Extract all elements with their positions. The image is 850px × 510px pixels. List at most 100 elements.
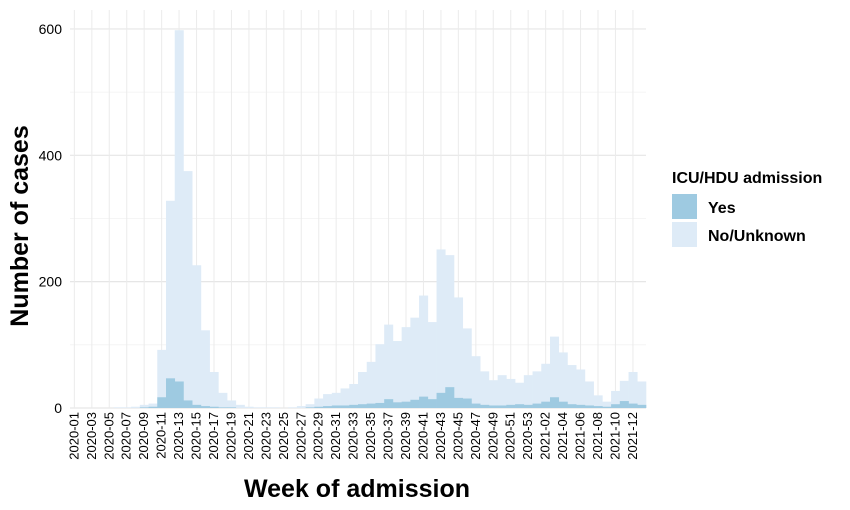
bar-no-unknown-2020-18: [218, 392, 228, 408]
bar-yes-2020-47: [471, 403, 481, 408]
x-tick-label: 2020-47: [468, 412, 483, 460]
bar-no-unknown-2020-37: [384, 324, 394, 408]
bar-no-unknown-2020-34: [358, 371, 368, 408]
bar-yes-2021-09: [602, 406, 612, 408]
bar-no-unknown-2020-27: [296, 406, 306, 408]
bar-yes-2020-33: [349, 404, 359, 408]
bar-no-unknown-2020-17: [209, 371, 219, 408]
x-tick-label: 2020-11: [154, 412, 169, 459]
bar-yes-2020-12: [166, 378, 176, 408]
bar-yes-2021-06: [576, 404, 586, 408]
x-tick-label: 2021-10: [607, 412, 622, 460]
bar-yes-2020-37: [384, 399, 394, 408]
bar-yes-2020-40: [410, 399, 420, 408]
bar-yes-2021-04: [558, 401, 568, 408]
bar-no-unknown-2020-16: [200, 330, 210, 408]
bar-yes-2020-52: [515, 404, 525, 408]
bar-no-unknown-2020-50: [497, 375, 507, 408]
bar-no-unknown-2021-07: [584, 381, 594, 408]
x-tick-labels: 2020-01 2020-03 2020-05 2020-07 2020-09 2020-…: [66, 412, 640, 460]
bar-yes-2020-42: [427, 399, 437, 408]
bar-no-unknown-2020-33: [349, 383, 359, 408]
bar-yes-2021-01: [532, 403, 542, 408]
bar-no-unknown-2020-20: [235, 404, 245, 408]
x-tick-label: 2020-45: [450, 412, 465, 460]
bar-no-unknown-2020-36: [375, 344, 385, 408]
bar-no-unknown-2020-47: [471, 356, 481, 408]
x-tick-label: 2020-27: [293, 412, 308, 460]
bar-yes-2020-39: [401, 401, 411, 408]
bar-yes-2020-34: [358, 404, 368, 408]
bar-yes-2020-10: [148, 406, 158, 408]
bar-no-unknown-2020-44: [445, 255, 455, 408]
bar-no-unknown-2020-21: [244, 406, 254, 408]
bar-yes-2020-36: [375, 402, 385, 408]
bar-no-unknown-2020-32: [340, 388, 350, 408]
bar-yes-2020-44: [445, 387, 455, 408]
bar-no-unknown-2021-13: [637, 381, 647, 408]
legend-key-no-unknown: [672, 222, 697, 247]
bar-yes-2021-08: [593, 406, 603, 408]
bar-no-unknown-2020-09: [139, 404, 149, 408]
bar-yes-2021-05: [567, 404, 577, 408]
bar-yes-2020-30: [323, 406, 333, 408]
bar-no-unknown-2020-14: [183, 171, 193, 408]
bar-no-unknown-2020-31: [331, 392, 341, 408]
bar-yes-2020-31: [331, 405, 341, 408]
x-tick-label: 2020-21: [241, 412, 256, 460]
bar-no-unknown-2020-45: [454, 297, 464, 408]
x-tick-label: 2020-07: [119, 412, 134, 460]
y-tick-label: 200: [39, 274, 63, 290]
x-tick-label: 2020-15: [189, 412, 204, 460]
x-tick-label: 2020-13: [171, 412, 186, 460]
x-tick-label: 2021-08: [590, 412, 605, 460]
bar-no-unknown-2020-40: [410, 317, 420, 408]
bar-no-unknown-2020-35: [366, 361, 376, 408]
x-tick-label: 2020-43: [433, 412, 448, 460]
yes-bars: [139, 378, 647, 408]
bar-no-unknown-2020-10: [148, 403, 158, 408]
bar-yes-2021-12: [628, 403, 638, 408]
bar-no-unknown-2021-05: [567, 365, 577, 408]
bar-yes-2020-41: [419, 396, 429, 408]
bar-no-unknown-2020-38: [392, 341, 402, 408]
y-tick-label: 600: [39, 21, 63, 37]
bar-no-unknown-2020-39: [401, 327, 411, 408]
bar-yes-2020-50: [497, 405, 507, 408]
x-tick-label: 2020-01: [66, 412, 81, 460]
bar-yes-2020-11: [157, 397, 167, 408]
bar-no-unknown-2021-08: [593, 395, 603, 408]
bar-no-unknown-2021-12: [628, 371, 638, 408]
bar-no-unknown-2020-11: [157, 349, 167, 408]
bar-no-unknown-2020-08: [131, 406, 141, 408]
legend: ICU/HDU admission Yes No/Unknown: [672, 170, 822, 247]
no-unknown-bars: [113, 30, 647, 408]
bar-yes-2021-07: [584, 405, 594, 408]
bar-no-unknown-2021-09: [602, 401, 612, 408]
bar-yes-2020-14: [183, 400, 193, 408]
bar-no-unknown-2020-53: [523, 375, 533, 408]
x-tick-label: 2020-29: [311, 412, 326, 460]
bar-no-unknown-2020-06: [113, 407, 123, 408]
x-tick-label: 2020-17: [206, 412, 221, 460]
x-tick-label: 2020-49: [485, 412, 500, 460]
bar-no-unknown-2021-06: [576, 369, 586, 408]
grid: [70, 10, 646, 409]
bar-no-unknown-2020-43: [436, 249, 446, 408]
x-tick-label: 2020-23: [258, 412, 273, 460]
bar-no-unknown-2020-51: [506, 378, 516, 408]
bar-no-unknown-2020-52: [515, 382, 525, 408]
bar-no-unknown-2020-29: [314, 398, 324, 408]
bar-no-unknown-2020-07: [122, 407, 132, 408]
bar-yes-2020-53: [523, 404, 533, 408]
bar-yes-2021-03: [550, 397, 560, 408]
bar-no-unknown-2020-30: [323, 394, 333, 408]
x-tick-label: 2020-37: [381, 412, 396, 460]
bar-yes-2020-49: [488, 405, 498, 408]
bar-yes-2020-19: [227, 407, 237, 408]
bar-yes-2020-13: [174, 381, 184, 408]
bar-yes-2020-09: [139, 407, 149, 408]
x-tick-label: 2020-03: [84, 412, 99, 460]
legend-label-no-unknown: No/Unknown: [708, 228, 806, 245]
bar-no-unknown-2020-22: [253, 407, 263, 408]
